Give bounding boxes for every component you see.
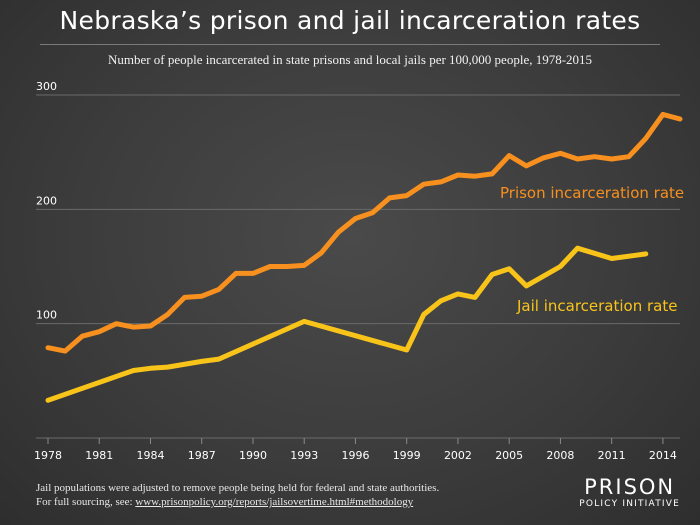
x-tick-label: 1993 [290, 449, 318, 462]
data-point-prison [421, 181, 426, 187]
data-point-prison [131, 324, 136, 330]
data-point-jail [216, 356, 222, 362]
data-point-jail [45, 398, 51, 403]
data-point-prison [182, 295, 187, 300]
x-tick-label: 2002 [444, 449, 472, 462]
footnote-sourcing: For full sourcing, see: www.prisonpolicy… [36, 495, 439, 509]
x-tick-label: 1999 [393, 449, 421, 462]
data-point-prison [660, 112, 666, 117]
data-point-jail [575, 246, 580, 251]
logo-line-1: PRISON [584, 475, 676, 499]
series-line-jail [45, 245, 649, 403]
gridlines [36, 94, 680, 439]
data-point-prison [165, 312, 170, 317]
x-tick-label: 1978 [34, 449, 62, 462]
sourcing-link[interactable]: www.prisonpolicy.org/reports/jailsoverti… [135, 496, 414, 508]
x-tick-label: 2005 [495, 449, 523, 462]
data-point-jail [131, 368, 136, 373]
x-tick-label: 1990 [239, 449, 267, 462]
chart-title: Nebraska’s prison and jail incarceration… [59, 6, 641, 35]
data-point-prison [97, 329, 102, 334]
logo-line-2: POLICY INITIATIVE [579, 499, 680, 509]
data-point-prison [592, 154, 597, 159]
data-point-prison [677, 116, 683, 122]
y-tick-label: 200 [36, 194, 57, 207]
data-point-prison [148, 323, 153, 329]
x-tick-label: 1996 [341, 449, 369, 462]
prison-series-label: Prison incarceration rate [500, 184, 684, 202]
footnote-adjustment-note: Jail populations were adjusted to remove… [36, 482, 440, 494]
data-point-prison [302, 263, 307, 268]
x-tick-label: 2008 [546, 449, 574, 462]
data-point-jail [199, 359, 204, 364]
data-point-prison [609, 156, 614, 162]
series-line-prison [45, 111, 683, 354]
y-tick-label: 300 [36, 80, 57, 93]
data-point-prison [233, 271, 239, 276]
data-point-prison [199, 294, 204, 299]
data-series [45, 111, 683, 403]
data-point-jail [302, 319, 307, 324]
data-point-prison [455, 172, 461, 178]
data-point-prison [353, 216, 358, 221]
prison-policy-logo: PRISON POLICY INITIATIVE [579, 476, 680, 510]
data-point-jail [524, 283, 529, 289]
y-tick-label: 100 [36, 309, 57, 322]
data-point-prison [575, 156, 580, 162]
x-tick-label: 1984 [136, 449, 164, 462]
data-point-prison [45, 345, 51, 350]
data-point-prison [489, 171, 495, 177]
data-point-jail [506, 266, 512, 271]
data-point-jail [165, 364, 170, 370]
data-point-prison [114, 321, 119, 326]
data-point-prison [250, 271, 256, 276]
chart-subtitle: Number of people incarcerated in state p… [107, 52, 593, 67]
data-point-prison [336, 230, 341, 235]
data-point-prison [284, 264, 290, 269]
data-point-prison [370, 210, 375, 215]
jail-series-label: Jail incarceration rate [516, 297, 677, 315]
data-point-prison [404, 193, 409, 198]
data-point-jail [404, 347, 409, 353]
y-axis-ticks: 100 200 300 [36, 80, 57, 322]
data-point-prison [506, 153, 512, 158]
data-point-jail [472, 295, 478, 300]
x-tick-label: 2014 [649, 449, 677, 462]
data-point-jail [148, 366, 153, 371]
data-point-prison [62, 348, 68, 354]
data-point-prison [524, 163, 529, 169]
data-point-prison [216, 287, 222, 292]
data-point-jail [643, 251, 649, 257]
data-point-prison [79, 334, 85, 339]
series-labels: Prison incarceration rate Jail incarcerat… [500, 184, 684, 315]
x-tick-label: 1987 [188, 449, 216, 462]
title-divider [40, 44, 660, 45]
data-point-prison [472, 173, 478, 179]
data-point-jail [438, 298, 444, 303]
data-point-prison [267, 264, 273, 269]
footnote-sourcing-prefix: For full sourcing, see: [36, 496, 136, 508]
data-point-prison [643, 136, 649, 141]
x-axis-ticks: 1978 1981 1984 1987 1990 1993 1996 1999 2002 2005… [34, 438, 677, 462]
data-point-prison [626, 154, 631, 159]
data-point-jail [421, 312, 426, 317]
data-point-jail [609, 256, 614, 261]
data-point-prison [541, 155, 546, 161]
x-tick-label: 1981 [85, 449, 113, 462]
data-point-prison [438, 179, 444, 185]
x-tick-label: 2011 [598, 449, 626, 462]
data-point-prison [558, 151, 563, 156]
data-point-jail [558, 264, 563, 269]
data-point-jail [489, 272, 495, 277]
footnote: Jail populations were adjusted to remove… [36, 481, 439, 509]
data-point-prison [387, 195, 392, 201]
data-point-jail [455, 291, 461, 297]
data-point-prison [319, 250, 324, 255]
